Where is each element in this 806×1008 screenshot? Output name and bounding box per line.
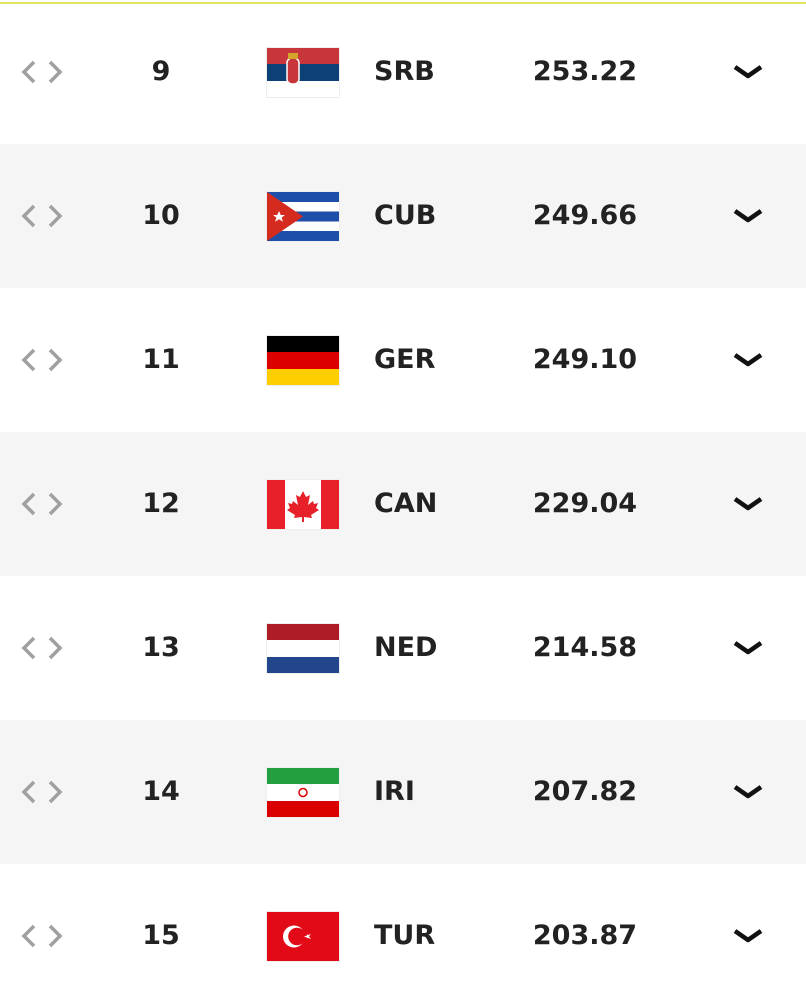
top-accent-line	[0, 2, 806, 4]
chevron-down-icon[interactable]	[732, 62, 764, 82]
rank: 12	[142, 488, 180, 519]
rank: 11	[142, 344, 180, 375]
serbia-flag-icon	[267, 48, 339, 97]
rank: 14	[142, 776, 180, 807]
team-code: TUR	[374, 920, 436, 951]
compare-arrows-icon[interactable]	[20, 58, 64, 86]
canada-flag-icon	[267, 480, 339, 529]
compare-arrows-icon[interactable]	[20, 202, 64, 230]
ranking-row[interactable]: 15 TUR 203.87	[0, 864, 806, 1008]
compare-arrows-icon[interactable]	[20, 490, 64, 518]
team-code: SRB	[374, 56, 435, 87]
ranking-row[interactable]: 13 NED 214.58	[0, 576, 806, 720]
cuba-flag-icon	[267, 192, 339, 241]
points: 229.04	[532, 488, 638, 519]
team-code: GER	[374, 344, 436, 375]
points: 207.82	[532, 776, 638, 807]
team-code: CAN	[374, 488, 438, 519]
ranking-row[interactable]: 10 CUB 249.66	[0, 144, 806, 288]
compare-arrows-icon[interactable]	[20, 634, 64, 662]
compare-arrows-icon[interactable]	[20, 346, 64, 374]
ranking-row[interactable]: 12 CAN 229.04	[0, 432, 806, 576]
chevron-down-icon[interactable]	[732, 206, 764, 226]
chevron-down-icon[interactable]	[732, 638, 764, 658]
chevron-down-icon[interactable]	[732, 782, 764, 802]
rank: 9	[151, 56, 171, 87]
rank: 13	[142, 632, 180, 663]
team-code: CUB	[374, 200, 437, 231]
turkey-flag-icon	[267, 912, 339, 961]
points: 203.87	[532, 920, 638, 951]
rank: 15	[142, 920, 180, 951]
team-code: IRI	[374, 776, 415, 807]
points: 253.22	[532, 56, 638, 87]
iran-flag-icon	[267, 768, 339, 817]
points: 249.10	[532, 344, 638, 375]
team-code: NED	[374, 632, 438, 663]
points: 249.66	[532, 200, 638, 231]
ranking-row[interactable]: 14 IRI 207.82	[0, 720, 806, 864]
chevron-down-icon[interactable]	[732, 926, 764, 946]
compare-arrows-icon[interactable]	[20, 778, 64, 806]
rank: 10	[142, 200, 180, 231]
ranking-row[interactable]: 9 SRB 253.22	[0, 0, 806, 144]
chevron-down-icon[interactable]	[732, 350, 764, 370]
points: 214.58	[532, 632, 638, 663]
germany-flag-icon	[267, 336, 339, 385]
ranking-row[interactable]: 11 GER 249.10	[0, 288, 806, 432]
netherlands-flag-icon	[267, 624, 339, 673]
chevron-down-icon[interactable]	[732, 494, 764, 514]
compare-arrows-icon[interactable]	[20, 922, 64, 950]
